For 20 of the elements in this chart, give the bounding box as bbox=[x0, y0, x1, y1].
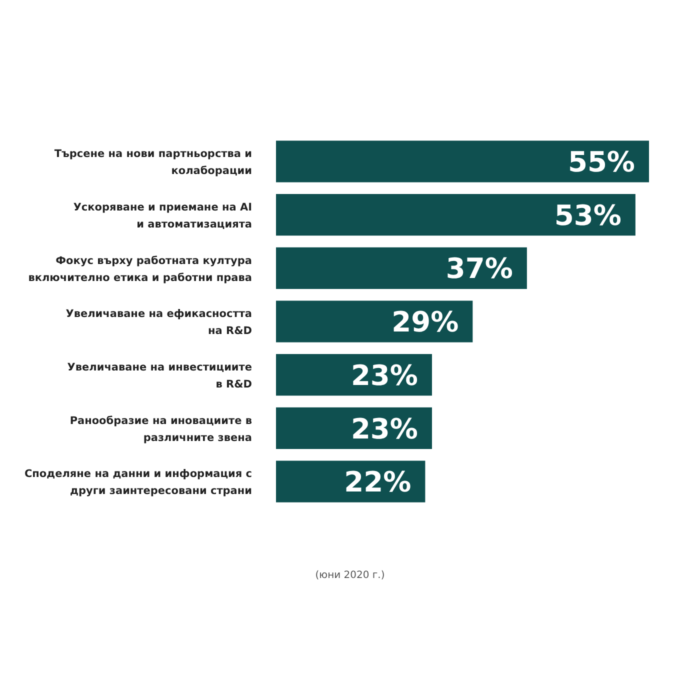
data-label: 23% bbox=[350, 358, 418, 392]
bar bbox=[276, 247, 527, 289]
y-tick-label: Увеличаване на инвестициите в R&D bbox=[67, 362, 252, 391]
y-tick-label: Фокус върху работната култура включително етика и работни права bbox=[28, 254, 252, 284]
y-tick-label: Споделяне на данни и информация с други заинтересовани страни bbox=[24, 468, 252, 498]
data-label: 23% bbox=[350, 412, 418, 446]
y-tick-label: Ускоряване и приемане на AI и автоматизацията bbox=[73, 201, 252, 230]
text: (юни 2020 г.) bbox=[315, 570, 385, 581]
bar bbox=[276, 194, 636, 236]
bar bbox=[276, 460, 426, 502]
y-tick-label: Ранообразие на иновациите в различните звена bbox=[70, 414, 252, 444]
bar bbox=[276, 140, 649, 182]
data-label: 53% bbox=[554, 198, 622, 232]
y-tick-label: Търсене на нови партньорства и колаборации bbox=[54, 148, 252, 178]
data-label: 55% bbox=[568, 146, 635, 179]
data-label: 37% bbox=[446, 252, 513, 286]
data-label: 22% bbox=[344, 466, 412, 499]
data-label: 29% bbox=[392, 306, 459, 339]
y-tick-label: Увеличаване на ефикасността на R&D bbox=[66, 308, 252, 338]
bar bbox=[276, 300, 473, 342]
